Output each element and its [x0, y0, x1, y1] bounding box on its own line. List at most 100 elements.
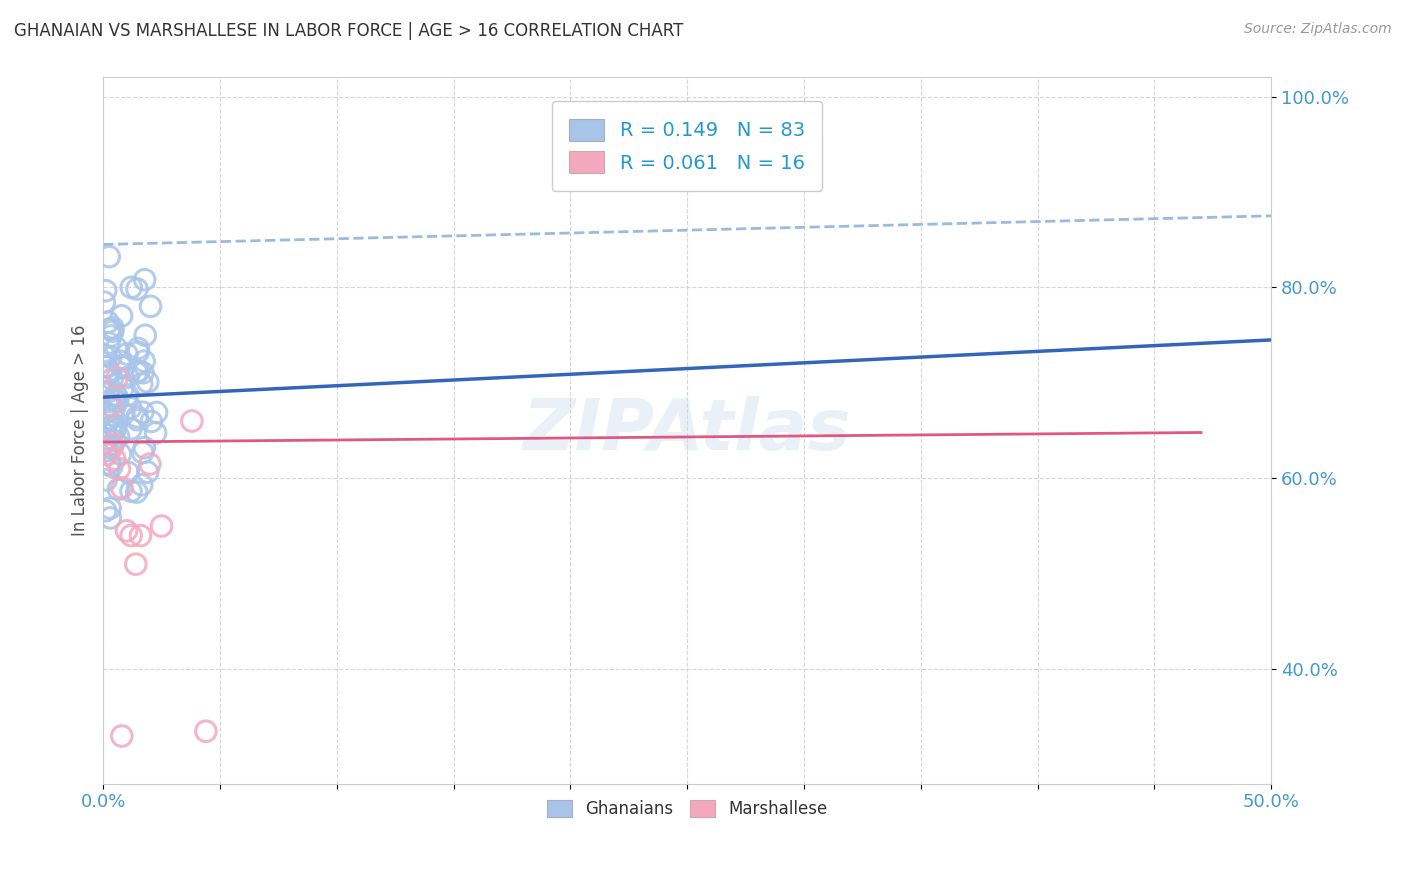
Point	[112, 407, 135, 421]
Point	[98, 250, 121, 264]
Point	[96, 473, 118, 487]
Point	[125, 365, 148, 379]
Point	[93, 349, 115, 363]
Point	[117, 466, 139, 480]
Point	[105, 370, 128, 384]
Point	[145, 405, 167, 419]
Point	[131, 445, 153, 459]
Legend: Ghanaians, Marshallese: Ghanaians, Marshallese	[540, 793, 834, 825]
Point	[98, 322, 121, 336]
Point	[131, 478, 153, 492]
Point	[132, 366, 155, 380]
Point	[105, 341, 128, 355]
Point	[101, 409, 124, 423]
Point	[101, 418, 124, 433]
Point	[96, 359, 118, 374]
Point	[104, 452, 127, 467]
Point	[93, 295, 115, 310]
Point	[111, 481, 134, 495]
Point	[93, 426, 115, 441]
Point	[115, 524, 138, 538]
Point	[101, 372, 124, 386]
Point	[127, 342, 149, 356]
Point	[94, 359, 117, 374]
Point	[112, 359, 135, 374]
Point	[125, 485, 148, 500]
Point	[101, 441, 124, 455]
Point	[104, 388, 127, 402]
Point	[139, 299, 162, 313]
Point	[145, 425, 167, 440]
Point	[97, 336, 120, 351]
Point	[94, 422, 117, 436]
Point	[101, 320, 124, 334]
Point	[100, 329, 122, 343]
Point	[107, 429, 129, 443]
Point	[120, 401, 142, 415]
Point	[101, 425, 124, 439]
Point	[131, 376, 153, 391]
Point	[98, 384, 121, 399]
Point	[110, 447, 132, 461]
Point	[96, 394, 118, 409]
Point	[111, 381, 134, 395]
Point	[141, 414, 163, 428]
Point	[94, 504, 117, 518]
Point	[101, 437, 124, 451]
Point	[150, 519, 173, 533]
Point	[128, 364, 150, 378]
Point	[132, 405, 155, 419]
Point	[136, 375, 159, 389]
Point	[117, 388, 139, 402]
Point	[104, 393, 127, 408]
Point	[105, 418, 128, 433]
Point	[97, 315, 120, 329]
Point	[111, 729, 134, 743]
Point	[94, 284, 117, 298]
Point	[98, 511, 121, 525]
Point	[120, 280, 142, 294]
Point	[115, 347, 138, 361]
Point	[110, 354, 132, 368]
Y-axis label: In Labor Force | Age > 16: In Labor Force | Age > 16	[72, 325, 89, 536]
Point	[139, 457, 162, 471]
Point	[107, 394, 129, 409]
Point	[194, 724, 217, 739]
Point	[127, 413, 149, 427]
Point	[97, 447, 120, 461]
Point	[120, 484, 142, 499]
Point	[125, 282, 148, 296]
Point	[100, 459, 122, 474]
Point	[103, 401, 125, 416]
Point	[104, 422, 127, 436]
Point	[134, 354, 156, 368]
Point	[98, 367, 121, 381]
Text: ZIPAtlas: ZIPAtlas	[523, 396, 852, 465]
Point	[180, 414, 202, 428]
Point	[105, 390, 128, 404]
Point	[98, 501, 121, 516]
Point	[134, 328, 156, 343]
Point	[134, 273, 156, 287]
Point	[107, 483, 129, 497]
Point	[97, 457, 120, 471]
Point	[110, 359, 132, 373]
Point	[125, 409, 148, 424]
Point	[136, 465, 159, 479]
Point	[129, 528, 152, 542]
Point	[125, 558, 148, 572]
Point	[97, 364, 120, 378]
Point	[120, 528, 142, 542]
Point	[96, 432, 118, 446]
Point	[104, 434, 127, 448]
Point	[110, 309, 132, 323]
Point	[134, 441, 156, 455]
Point	[93, 380, 115, 394]
Point	[101, 324, 124, 338]
Text: Source: ZipAtlas.com: Source: ZipAtlas.com	[1244, 22, 1392, 37]
Point	[100, 351, 122, 365]
Point	[98, 399, 121, 413]
Point	[117, 370, 139, 384]
Point	[127, 345, 149, 359]
Point	[108, 462, 131, 476]
